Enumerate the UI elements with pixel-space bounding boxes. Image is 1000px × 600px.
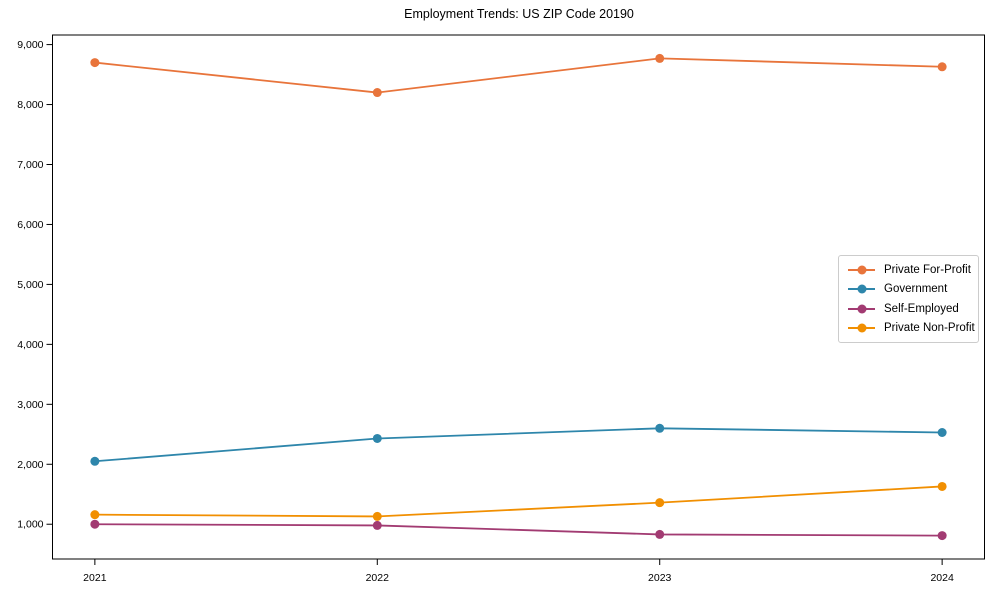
data-point-self-employed-2023 [655,529,665,539]
legend-entry-self-employed: Self-Employed [848,299,970,319]
data-point-self-employed-2024 [937,531,947,541]
line-marker-icon [848,323,875,333]
data-point-private-non-profit-2023 [655,498,665,508]
data-point-self-employed-2022 [372,520,382,530]
y-tick-label: 4,000 [17,339,43,351]
y-tick-label: 1,000 [17,519,43,531]
legend-entry-private-for-profit: Private For-Profit [848,260,971,280]
y-tick-label: 3,000 [17,399,43,411]
legend: Private For-Profit Government Self-Emplo… [838,255,979,343]
series-line-private-for-profit [94,57,943,94]
series-line-government [94,427,943,463]
data-point-private-for-profit-2024 [937,62,947,72]
line-marker-icon [848,284,875,294]
plot-border [52,34,985,560]
legend-label: Private Non-Profit [884,322,975,335]
line-marker-icon [848,265,875,275]
data-point-private-for-profit-2021 [90,58,100,68]
chart-title: Employment Trends: US ZIP Code 20190 [404,7,634,21]
line-marker-icon [848,304,875,314]
data-point-government-2022 [372,433,382,443]
legend-label: Self-Employed [884,302,959,315]
x-tick-label: 2024 [930,572,954,584]
y-tick-label: 6,000 [17,219,43,231]
x-tick-label: 2023 [648,572,672,584]
y-tick-label: 8,000 [17,99,43,111]
legend-label: Government [884,283,948,296]
series-line-private-non-profit [94,485,943,518]
x-tick-label: 2022 [366,572,390,584]
data-point-government-2024 [937,427,947,437]
legend-label: Private For-Profit [884,263,971,276]
legend-entry-private-non-profit: Private Non-Profit [848,319,975,339]
x-tick-label: 2021 [83,572,107,584]
data-point-private-non-profit-2022 [372,511,382,521]
y-tick-label: 9,000 [17,39,43,51]
legend-entry-government: Government [848,280,970,300]
y-tick-label: 2,000 [17,459,43,471]
data-point-private-non-profit-2024 [937,481,947,491]
y-tick-label: 5,000 [17,279,43,291]
data-point-private-non-profit-2021 [90,510,100,520]
series-line-self-employed [94,523,943,537]
data-point-government-2023 [655,423,665,433]
data-point-self-employed-2021 [90,519,100,529]
y-tick-label: 7,000 [17,159,43,171]
data-point-private-for-profit-2023 [655,53,665,63]
data-point-private-for-profit-2022 [372,88,382,98]
data-point-government-2021 [90,456,100,466]
